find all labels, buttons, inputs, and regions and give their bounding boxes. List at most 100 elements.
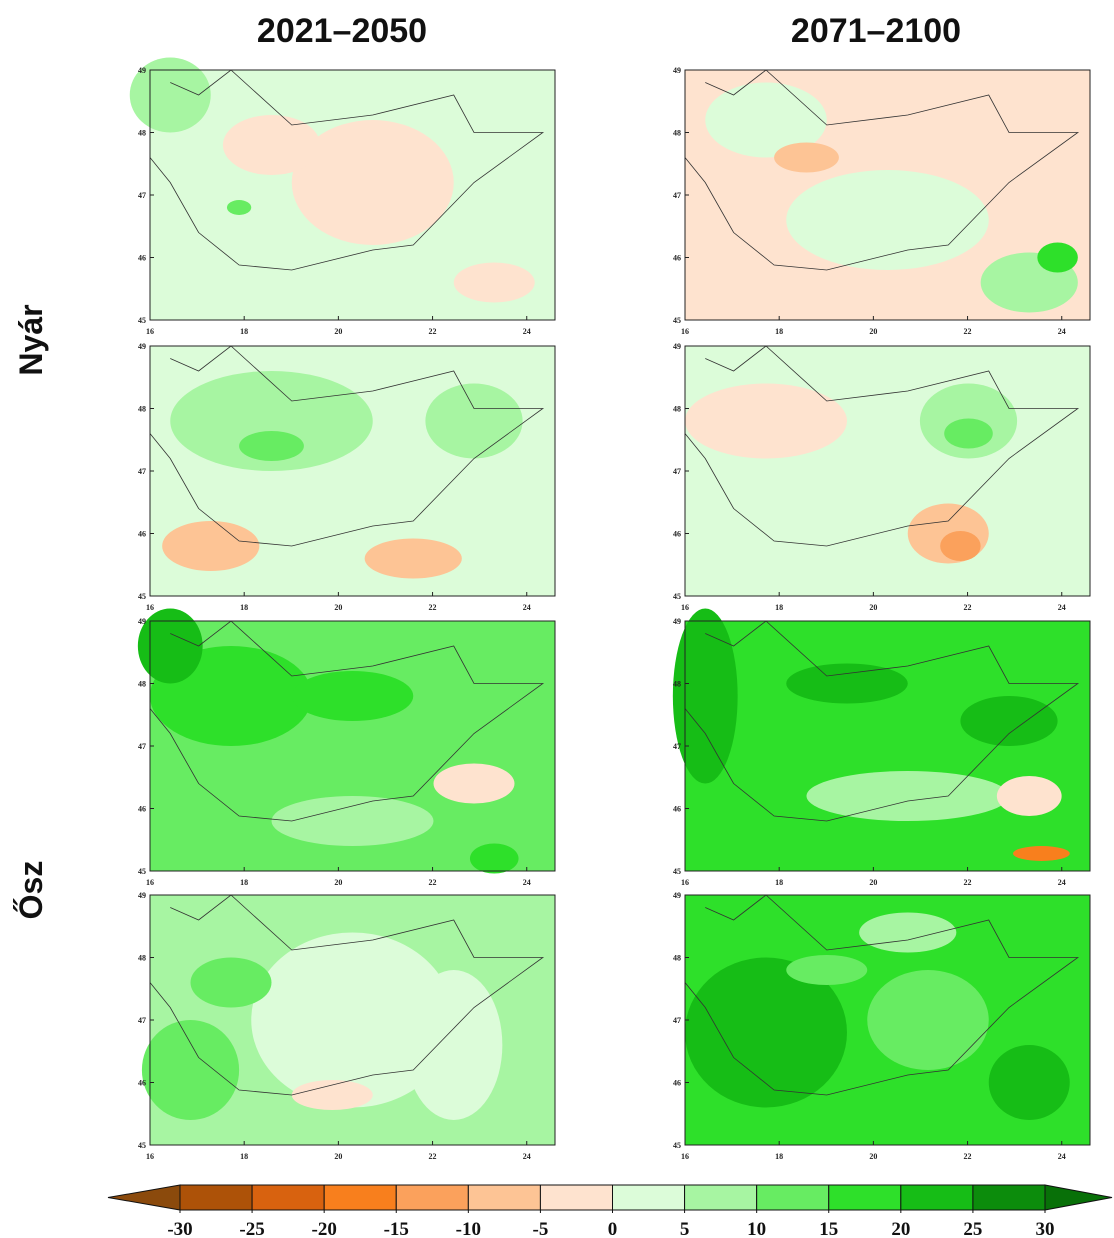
country-border — [149, 620, 545, 822]
map-field — [1013, 846, 1070, 861]
map-panel: 16 18 20 22 24 45 46 47 48 49 — [672, 608, 1091, 887]
x-tick-label: 24 — [1058, 1152, 1066, 1161]
y-tick-label: 45 — [673, 592, 681, 601]
map-field — [141, 1020, 240, 1120]
map-field — [291, 120, 454, 245]
y-tick-label: 46 — [138, 1079, 146, 1088]
map-field — [364, 538, 462, 579]
y-tick-label: 49 — [673, 891, 681, 900]
x-tick-label: 20 — [334, 603, 342, 612]
y-tick-label: 49 — [673, 617, 681, 626]
y-tick-label: 49 — [138, 66, 146, 75]
colorbar-label: 20 — [891, 1219, 910, 1238]
map-background — [685, 621, 1090, 871]
x-tick-label: 20 — [334, 878, 342, 887]
x-tick-label: 16 — [681, 327, 689, 336]
x-tick-label: 24 — [1058, 327, 1066, 336]
x-tick-label: 18 — [240, 603, 248, 612]
country-border — [684, 620, 1080, 822]
x-tick-label: 22 — [429, 603, 437, 612]
map-field — [453, 262, 535, 303]
x-tick-label: 20 — [869, 603, 877, 612]
x-tick-label: 22 — [964, 327, 972, 336]
map-field — [271, 796, 434, 846]
x-tick-label: 20 — [334, 327, 342, 336]
x-tick-label: 18 — [775, 603, 783, 612]
x-tick-label: 18 — [240, 327, 248, 336]
x-tick-label: 22 — [429, 878, 437, 887]
x-tick-label: 16 — [146, 878, 154, 887]
y-tick-label: 46 — [138, 530, 146, 539]
colorbar-box — [972, 1184, 1046, 1211]
colorbar-label: -10 — [456, 1219, 481, 1238]
x-tick-label: 16 — [146, 603, 154, 612]
x-tick-label: 22 — [429, 1152, 437, 1161]
x-tick-label: 16 — [146, 327, 154, 336]
y-tick-label: 48 — [138, 129, 146, 138]
x-tick-label: 24 — [523, 878, 531, 887]
map-field — [672, 608, 738, 784]
map-field — [786, 955, 868, 985]
colorbar-label: -30 — [167, 1219, 192, 1238]
map-field — [944, 418, 993, 449]
y-tick-label: 47 — [138, 467, 146, 476]
y-tick-label: 45 — [138, 867, 146, 876]
y-tick-label: 46 — [138, 805, 146, 814]
x-tick-label: 16 — [146, 1152, 154, 1161]
x-tick-label: 22 — [429, 327, 437, 336]
map-field — [960, 696, 1058, 746]
y-tick-label: 45 — [673, 1141, 681, 1150]
map-field — [291, 671, 414, 721]
y-tick-label: 47 — [673, 191, 681, 200]
country-border — [149, 894, 545, 1096]
y-tick-label: 46 — [673, 254, 681, 263]
map-field — [774, 142, 839, 173]
x-tick-label: 18 — [240, 1152, 248, 1161]
map-field — [940, 531, 981, 561]
x-tick-label: 20 — [334, 1152, 342, 1161]
y-tick-label: 45 — [673, 867, 681, 876]
x-tick-label: 24 — [523, 327, 531, 336]
x-tick-label: 18 — [775, 327, 783, 336]
map-field — [222, 115, 321, 175]
colorbar-box — [612, 1184, 686, 1211]
country-border — [684, 345, 1080, 547]
colorbar-extension — [107, 1184, 181, 1211]
colorbar-box — [323, 1184, 397, 1211]
map-panel: 16 18 20 22 24 45 46 47 48 49 — [138, 342, 556, 612]
x-tick-label: 24 — [523, 1152, 531, 1161]
map-field — [469, 843, 519, 874]
colorbar-label: -25 — [239, 1219, 264, 1238]
column-title: 2021–2050 — [257, 12, 427, 50]
y-tick-label: 49 — [138, 342, 146, 351]
x-tick-label: 22 — [964, 603, 972, 612]
map-field — [705, 82, 827, 158]
map-background — [685, 346, 1090, 596]
map-panel: 16 18 20 22 24 45 46 47 48 49 — [673, 342, 1091, 612]
y-tick-label: 45 — [138, 1141, 146, 1150]
row-title: Ősz — [13, 861, 49, 920]
y-tick-label: 47 — [673, 467, 681, 476]
x-tick-label: 22 — [964, 1152, 972, 1161]
country-border — [684, 69, 1080, 271]
map-field — [251, 932, 454, 1108]
map-field — [786, 170, 989, 270]
y-tick-label: 47 — [673, 742, 681, 751]
colorbar-box — [900, 1184, 974, 1211]
row-title: Nyár — [13, 304, 49, 375]
x-tick-label: 20 — [869, 327, 877, 336]
colorbar-label: 10 — [747, 1219, 766, 1238]
map-field — [685, 957, 847, 1108]
map-panel: 16 18 20 22 24 45 46 47 48 49 — [673, 66, 1091, 336]
y-tick-label: 47 — [138, 191, 146, 200]
colorbar-box — [179, 1184, 253, 1211]
y-tick-label: 45 — [138, 316, 146, 325]
y-tick-label: 48 — [138, 405, 146, 414]
column-title: 2071–2100 — [791, 12, 961, 50]
map-field — [685, 383, 847, 459]
map-field — [786, 663, 908, 704]
x-tick-label: 24 — [523, 603, 531, 612]
map-field — [291, 1080, 373, 1110]
map-field — [239, 431, 304, 461]
